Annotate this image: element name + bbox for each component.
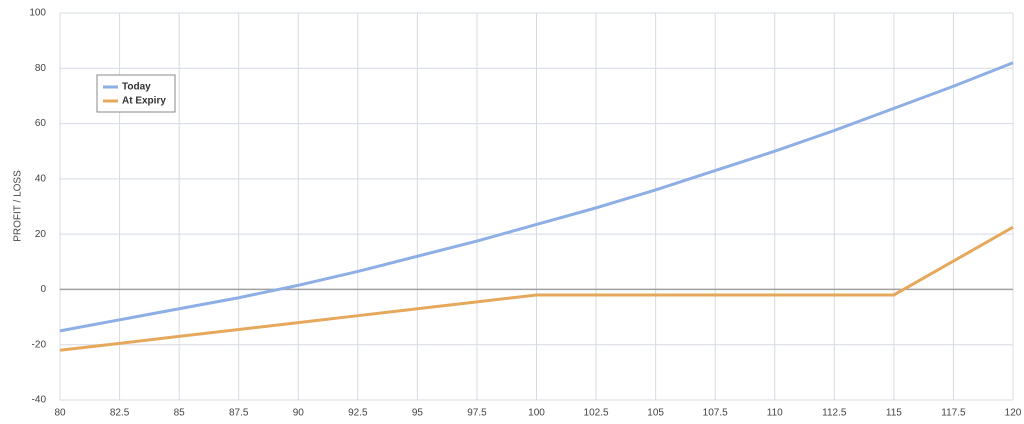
x-tick-label: 92.5	[348, 408, 368, 419]
y-tick-label: -20	[32, 339, 47, 350]
y-axis-label: PROFIT / LOSS	[13, 170, 24, 242]
legend: Today At Expiry	[96, 74, 176, 113]
x-tick-label: 85	[174, 408, 186, 419]
y-tick-label: -40	[32, 395, 47, 406]
y-tick-label: 60	[35, 118, 47, 129]
y-tick-label: 0	[40, 284, 46, 295]
x-tick-label: 80	[54, 408, 66, 419]
x-tick-label: 82.5	[110, 408, 130, 419]
y-tick-label: 100	[29, 8, 46, 19]
series-line	[59, 225, 1014, 352]
legend-label: Today	[122, 82, 151, 93]
x-tick-label: 90	[293, 408, 305, 419]
x-tick-label: 117.5	[941, 408, 966, 419]
x-tick-label: 115	[886, 408, 902, 419]
series-line	[59, 61, 1014, 333]
x-tick-label: 87.5	[229, 408, 249, 419]
y-tick-label: 40	[35, 173, 47, 184]
x-tick-label: 120	[1005, 408, 1022, 419]
x-tick-label: 95	[412, 408, 424, 419]
x-tick-label: 102.5	[584, 408, 609, 419]
x-tick-label: 107.5	[703, 408, 728, 419]
legend-label: At Expiry	[122, 96, 166, 107]
legend-box	[96, 74, 176, 113]
y-tick-label: 20	[35, 229, 47, 240]
x-tick-label: 105	[647, 408, 664, 419]
x-tick-label: 97.5	[467, 408, 487, 419]
x-tick-label: 112.5	[822, 408, 847, 419]
y-tick-label: 80	[35, 63, 47, 74]
x-tick-label: 110	[767, 408, 783, 419]
x-tick-label: 100	[528, 408, 545, 419]
